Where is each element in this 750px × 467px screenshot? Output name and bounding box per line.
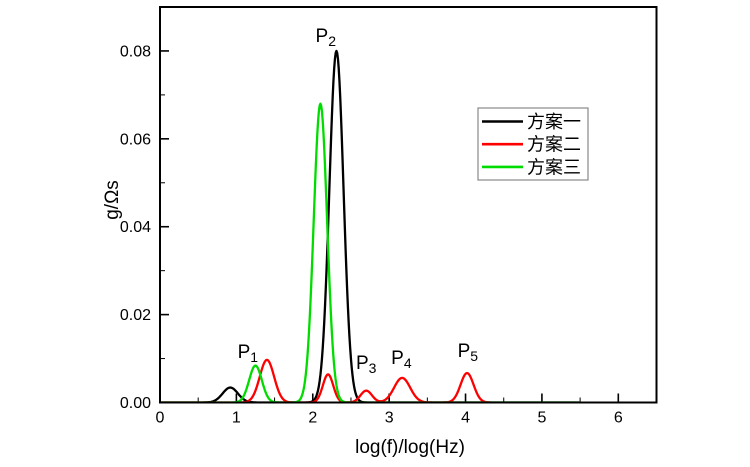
x-tick-label: 0 (156, 410, 165, 427)
axis-ticks: 0 1 2 3 4 5 6 0.00 0.02 0.04 0.06 0.08 (120, 43, 623, 426)
peak-annotation: P1 (238, 342, 259, 365)
legend-entry: 方案一 (482, 112, 581, 132)
y-tick-label: 0.00 (120, 395, 151, 412)
legend-entry: 方案三 (482, 157, 581, 177)
plot-border (159, 6, 658, 404)
x-tick-label: 3 (385, 410, 394, 427)
x-tick-label: 4 (461, 410, 470, 427)
legend-label: 方案一 (527, 112, 581, 132)
y-axis-title: g/Ωs (102, 180, 123, 220)
peak-annotation: P3 (356, 353, 377, 376)
x-tick-label: 1 (232, 410, 241, 427)
legend-label: 方案二 (527, 135, 581, 155)
x-axis-title: log(f)/log(Hz) (355, 437, 465, 458)
legend-label: 方案三 (527, 157, 581, 177)
y-tick-label: 0.08 (120, 43, 151, 60)
peak-annotation: P4 (391, 348, 412, 371)
y-tick-label: 0.04 (120, 219, 151, 236)
x-tick-label: 6 (614, 410, 623, 427)
series-curve-2 (160, 358, 492, 403)
legend-entry: 方案二 (482, 135, 581, 155)
y-tick-label: 0.06 (120, 131, 151, 148)
x-tick-label: 2 (308, 410, 317, 427)
y-tick-label: 0.02 (120, 307, 151, 324)
peak-annotation: P2 (316, 26, 337, 49)
series-curve-1 (160, 49, 582, 403)
peak-annotation: P5 (458, 341, 479, 364)
x-tick-label: 5 (537, 410, 546, 427)
